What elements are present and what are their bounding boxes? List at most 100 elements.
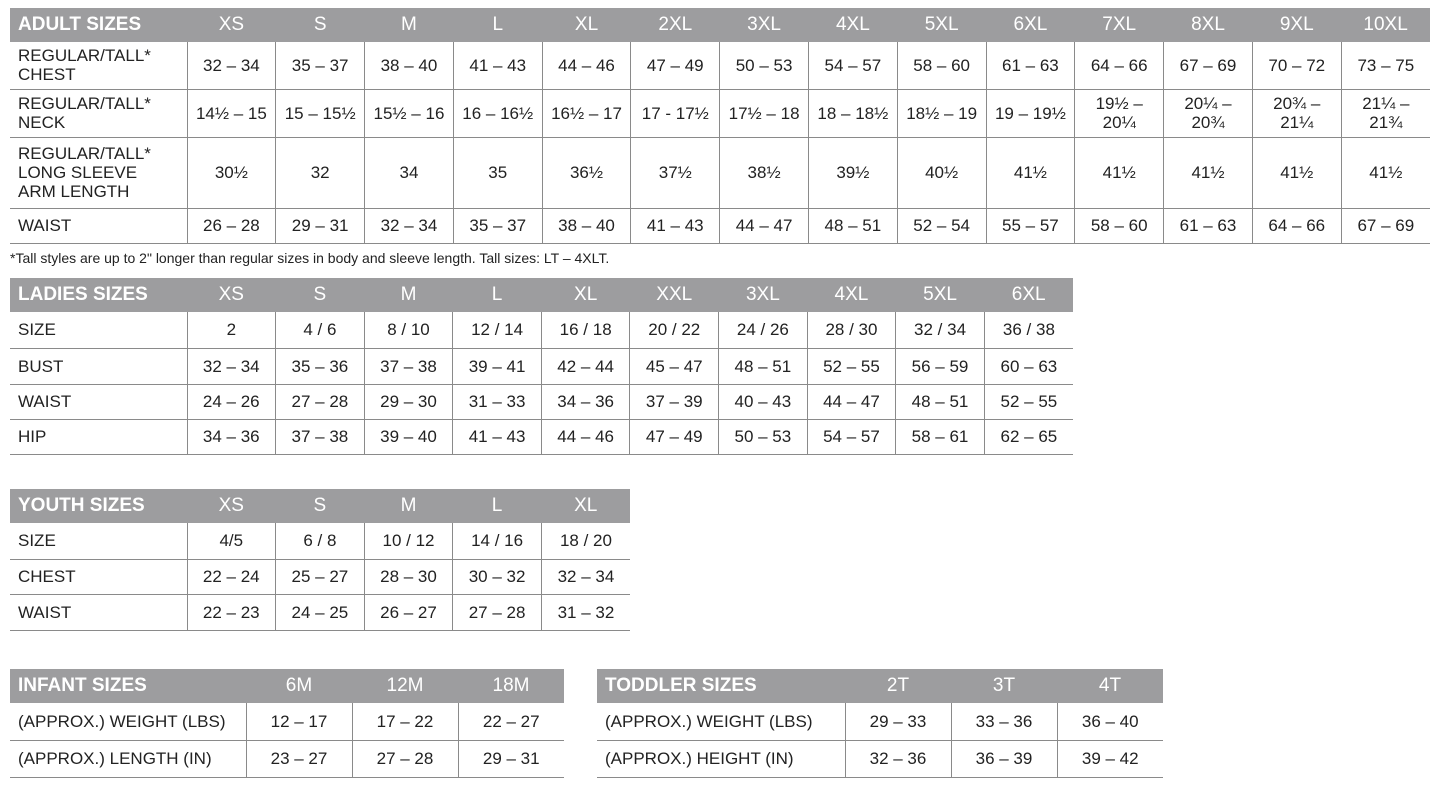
size-value: 12 – 17 [245,703,352,741]
table-row: BUST 32 – 34 35 – 36 37 – 38 39 – 41 42 – 44 4… [10,348,1073,385]
size-header: 4T [1057,669,1163,703]
size-value: 16 / 18 [540,312,630,349]
size-value: 18 – 18½ [807,89,898,138]
size-value: 39½ [807,137,898,209]
size-value: 41½ [1340,137,1430,209]
size-value: 41 – 43 [452,42,543,90]
size-header: L [453,8,543,42]
table-title: ADULT SIZES [10,8,187,42]
size-header: 12M [352,669,458,703]
size-header: 18M [458,669,564,703]
header-row: LADIES SIZES XS S M L XL XXL 3XL 4XL 5XL 6XL [10,278,1073,312]
size-value: 26 – 28 [186,208,276,244]
size-header: M [364,489,453,523]
size-value: 34 – 36 [186,419,276,455]
row-label: (APPROX.) LENGTH (IN) [10,740,246,778]
size-value: 37 – 38 [363,348,453,385]
size-header: 7XL [1074,8,1164,42]
size-header: XS [187,278,276,312]
size-value: 38 – 40 [541,208,631,244]
toddler-sizes-table: TODDLER SIZES 2T 3T 4T (APPROX.) WEIGHT (LBS… [597,669,1163,778]
size-value: 37 – 38 [275,419,365,455]
size-value: 29 – 33 [844,703,951,741]
size-header: S [275,8,365,42]
size-value: 61 – 63 [985,42,1075,90]
size-value: 8 / 10 [363,312,453,349]
size-value: 31 – 33 [452,384,542,420]
size-value: 36½ [541,137,631,209]
size-header: XXL [629,278,719,312]
size-value: 6 / 8 [275,523,365,560]
size-value: 47 – 49 [629,419,719,455]
size-value: 34 – 36 [540,384,630,420]
size-value: 22 – 27 [457,703,564,741]
size-value: 54 – 57 [807,42,898,90]
size-value: 50 – 53 [718,419,808,455]
row-label: WAIST [10,384,187,420]
size-header: XS [187,489,276,523]
size-header: L [452,278,542,312]
size-value: 64 – 66 [1251,208,1342,244]
size-value: 35 – 37 [275,42,365,90]
size-value: 54 – 57 [806,419,896,455]
table-title: LADIES SIZES [10,278,187,312]
size-header: L [452,489,542,523]
size-value: 26 – 27 [363,594,453,631]
size-value: 45 – 47 [629,348,719,385]
size-value: 33 – 36 [950,703,1057,741]
size-value: 41 – 43 [452,419,542,455]
size-value: 16½ – 17 [541,89,631,138]
size-value: 17½ – 18 [719,89,809,138]
size-value: 60 – 63 [983,348,1073,385]
size-value: 58 – 61 [895,419,985,455]
size-value: 64 – 66 [1074,42,1164,90]
size-value: 24 / 26 [718,312,808,349]
size-value: 58 – 60 [1074,208,1164,244]
size-value: 15½ – 16 [364,89,454,138]
table-row: HIP 34 – 36 37 – 38 39 – 40 41 – 43 44 – 46 47… [10,419,1073,455]
row-label: (APPROX.) HEIGHT (IN) [597,740,845,778]
table-row: CHEST 22 – 24 25 – 27 28 – 30 30 – 32 32 – 34 [10,559,630,595]
size-header: 3T [951,669,1057,703]
size-value: 12 / 14 [452,312,542,349]
size-value: 27 – 28 [351,740,458,778]
table-row: WAIST 24 – 26 27 – 28 29 – 30 31 – 33 34 – 36… [10,384,1073,420]
size-header: M [364,278,453,312]
size-value: 58 – 60 [896,42,987,90]
size-value: 35 – 37 [452,208,543,244]
row-label: CHEST [10,559,187,595]
size-value: 32 / 34 [895,312,985,349]
size-value: 41½ [1163,137,1253,209]
table-row: (APPROX.) LENGTH (IN) 23 – 27 27 – 28 29 – … [10,740,564,778]
table-row: REGULAR/TALL* CHEST 32 – 34 35 – 37 38 – 40… [10,42,1430,90]
size-value: 41½ [1074,137,1164,209]
size-value: 50 – 53 [719,42,809,90]
size-value: 48 – 51 [895,384,985,420]
size-value: 52 – 54 [896,208,987,244]
table-row: WAIST 22 – 23 24 – 25 26 – 27 27 – 28 31 – 32 [10,594,630,631]
size-value: 28 / 30 [806,312,896,349]
size-value: 2 [186,312,276,349]
size-header: 9XL [1252,8,1342,42]
size-value: 32 [275,137,365,209]
size-value: 42 – 44 [540,348,630,385]
size-header: 4XL [807,278,896,312]
size-value: 62 – 65 [983,419,1073,455]
table-row: (APPROX.) WEIGHT (LBS) 12 – 17 17 – 22 22 –… [10,703,564,741]
size-value: 38 – 40 [364,42,454,90]
size-value: 44 – 47 [719,208,809,244]
table-title: YOUTH SIZES [10,489,187,523]
size-value: 41½ [1251,137,1342,209]
size-value: 4/5 [186,523,276,560]
size-value: 41½ [985,137,1075,209]
row-label: REGULAR/TALL* CHEST [10,42,187,90]
size-value: 35 [452,137,543,209]
table-row: SIZE 4/5 6 / 8 10 / 12 14 / 16 18 / 20 [10,523,630,560]
size-header: 2XL [630,8,720,42]
size-value: 47 – 49 [630,42,720,90]
row-label: (APPROX.) WEIGHT (LBS) [597,703,845,741]
size-value: 52 – 55 [806,348,896,385]
size-value: 20 / 22 [629,312,719,349]
size-value: 40½ [896,137,987,209]
size-header: M [364,8,454,42]
